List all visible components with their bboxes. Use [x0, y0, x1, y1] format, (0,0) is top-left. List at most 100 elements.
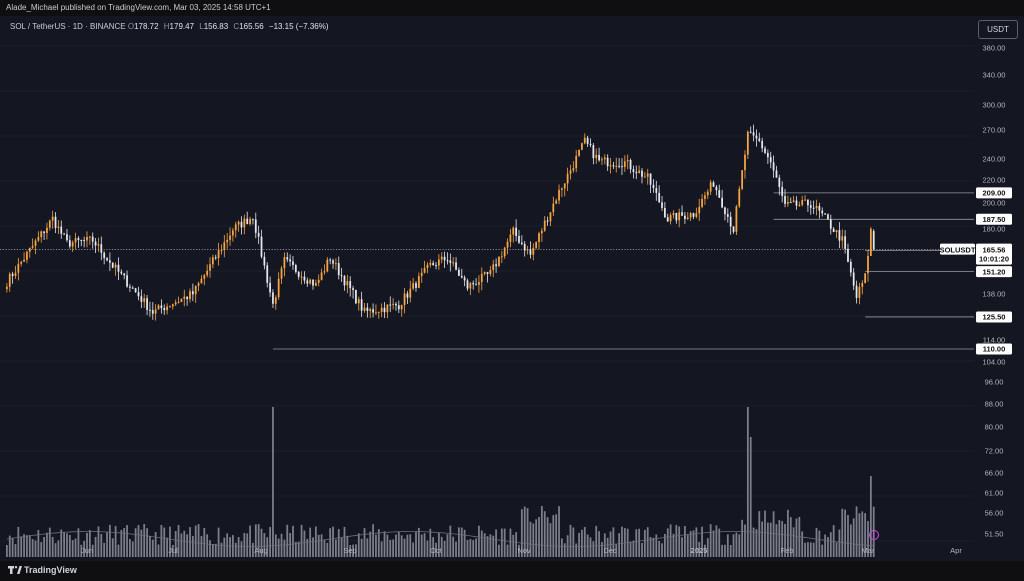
candle	[200, 278, 203, 284]
candle	[140, 296, 143, 302]
volume-bar	[80, 544, 83, 557]
candle	[68, 240, 71, 247]
volume-bar	[543, 511, 546, 557]
volume-bar	[698, 542, 701, 557]
currency-button[interactable]: USDT	[978, 20, 1018, 39]
candle	[320, 272, 323, 280]
volume-bar	[655, 534, 658, 557]
time-axis-tick: 2025	[691, 546, 708, 555]
candle	[615, 165, 618, 167]
candle	[163, 308, 166, 311]
candle	[166, 306, 168, 311]
candle	[100, 244, 103, 253]
candle	[872, 230, 875, 250]
candle	[357, 299, 360, 304]
price-tags: 209.00187.50165.00151.20125.50110.00SOLU…	[869, 187, 1012, 540]
publish-header: Alade_Michael published on TradingView.c…	[0, 0, 1024, 16]
candle	[329, 259, 332, 261]
candle	[28, 247, 31, 252]
candle	[117, 264, 120, 272]
volume-bar	[420, 534, 423, 557]
volume-bar	[83, 540, 86, 557]
candle	[469, 283, 472, 289]
candle	[678, 212, 681, 221]
volume-bar	[509, 528, 512, 557]
candle	[151, 310, 154, 314]
volume-bar	[761, 521, 764, 557]
volume-bar	[807, 542, 809, 557]
volume-bar	[540, 506, 543, 557]
candle	[343, 276, 346, 286]
volume-bar	[372, 524, 374, 557]
volume-bar	[412, 542, 415, 557]
volume-bar	[254, 524, 257, 557]
candle	[801, 200, 804, 205]
tradingview-logo-icon	[8, 566, 22, 574]
candle	[400, 304, 403, 310]
volume-bar	[180, 533, 183, 557]
volume-bar	[157, 544, 160, 557]
volume-bar	[435, 542, 437, 557]
candle	[575, 155, 578, 169]
volume-bar	[598, 531, 600, 557]
candle	[289, 259, 292, 262]
candle	[160, 305, 163, 309]
volume-bar	[535, 519, 538, 557]
volume-bar	[835, 542, 838, 557]
volume-bar	[294, 541, 297, 557]
candle	[581, 143, 583, 150]
volume-bar	[663, 533, 666, 557]
volume-bar	[269, 526, 271, 557]
candle	[741, 170, 744, 189]
price-axis-tick: 104.00	[983, 358, 1006, 367]
candle	[681, 212, 683, 216]
candle	[561, 188, 563, 190]
price-chart[interactable]: 380.00 340.00 300.00 270.00 240.00 220.00 200.…	[0, 16, 1024, 561]
volume-bar	[701, 526, 703, 557]
candle	[789, 202, 792, 204]
volume-bar	[286, 524, 289, 557]
candle	[440, 256, 443, 260]
volume-bar	[495, 529, 497, 557]
volume-bar	[43, 537, 45, 557]
candle	[509, 234, 512, 242]
volume-bar	[729, 544, 732, 557]
candle	[74, 238, 77, 243]
volume-bar	[578, 532, 580, 557]
candle	[88, 236, 91, 238]
candle	[827, 214, 829, 220]
time-axis-tick: Apr	[950, 546, 962, 555]
candle	[724, 207, 726, 215]
candle	[91, 236, 94, 242]
candle	[755, 135, 758, 139]
volume-bar	[692, 530, 695, 557]
candle	[123, 273, 126, 276]
volume-bar	[314, 526, 317, 557]
candle	[689, 213, 692, 218]
low-value: 156.83	[203, 22, 229, 31]
volume-bar	[60, 529, 63, 557]
candle	[395, 303, 397, 306]
volume-bar	[68, 534, 71, 557]
candle	[535, 242, 538, 248]
candle	[649, 173, 652, 185]
volume-bar	[120, 529, 123, 557]
price-axis-tick: 200.00	[983, 199, 1006, 208]
candle	[386, 304, 389, 313]
candle	[498, 256, 500, 267]
level-price-tag	[976, 187, 1012, 199]
chart-area[interactable]: 380.00 340.00 300.00 270.00 240.00 220.00 200.…	[0, 16, 1024, 561]
candle	[538, 233, 540, 243]
volume-bar	[23, 534, 25, 557]
volume-bar	[320, 534, 323, 557]
volume-bar	[426, 540, 429, 557]
candle	[849, 261, 852, 273]
candle	[815, 205, 818, 209]
volume-bar	[389, 539, 392, 557]
volume-bar	[589, 537, 592, 557]
candle	[695, 213, 698, 217]
volume-bar	[638, 528, 641, 557]
volume-bar	[260, 528, 263, 557]
candle	[31, 245, 34, 248]
volume-bar	[220, 542, 223, 557]
